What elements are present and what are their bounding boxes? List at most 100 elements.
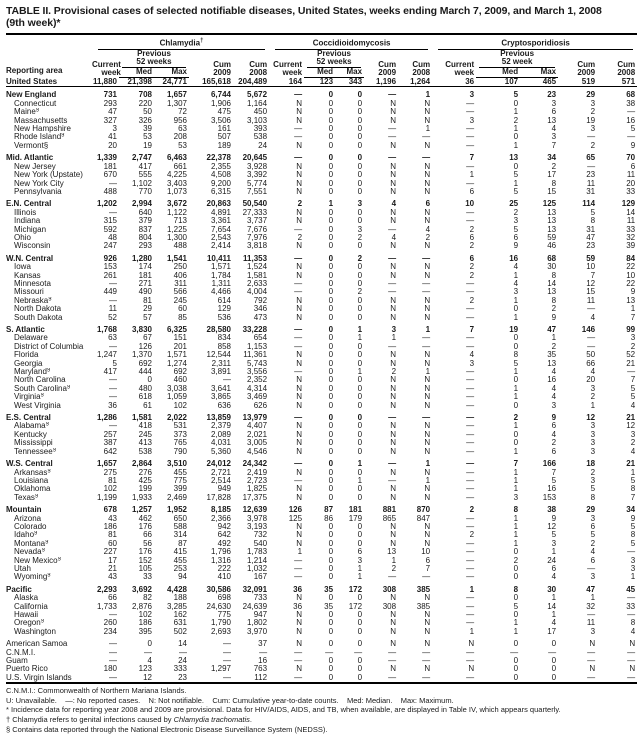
cell-value: 731 <box>103 90 117 100</box>
cell-value: 0 <box>357 241 363 251</box>
cell-value: 2,864 <box>131 459 152 469</box>
cell-value: 23 <box>178 672 187 682</box>
cell-value: 24 <box>178 656 187 666</box>
cell-value: 13 <box>547 287 557 297</box>
cell-value: 1,733 <box>96 601 117 611</box>
cell-value: 1,768 <box>96 325 117 334</box>
cell-value: N <box>296 446 303 456</box>
cell-value: N <box>424 438 431 448</box>
cell-value: N <box>390 593 397 603</box>
cell-value: — <box>466 672 475 682</box>
cell-value: 36 <box>432 77 477 88</box>
cell-value: N <box>390 375 397 385</box>
cell-value: 1,370 <box>131 350 152 360</box>
col-header-med: Med <box>119 67 154 79</box>
cell-value: N <box>296 626 303 636</box>
table-row: New York City — 1,102 3,403 9,200 5,774 N 0 0 N N —… <box>6 178 637 188</box>
cell-value: 315 <box>103 216 117 226</box>
cell-value: 0 <box>513 639 519 649</box>
cell-value: 21 <box>626 358 636 368</box>
col-header-cum-2008: Cum 2008 <box>412 59 431 78</box>
cell-value: — <box>466 383 475 393</box>
cell-value: 7,551 <box>247 186 268 196</box>
cell-value: 114 <box>582 199 596 209</box>
table-row: U.S. Virgin Islands — 12 23 — 112 — 0 0 — — — 0 0 — — <box>6 672 637 683</box>
cell-value: 8 <box>590 216 596 226</box>
cell-value: 5 <box>590 484 596 494</box>
cell-value: 22,378 <box>206 153 231 163</box>
row-label: Tennessee§ <box>14 447 57 456</box>
cell-value: 20 <box>586 375 596 385</box>
cell-value: 4,428 <box>166 584 187 594</box>
cell-value: — <box>223 375 231 385</box>
cell-value: 0 <box>328 610 334 619</box>
cell-value: — <box>388 253 397 263</box>
table-row: Mountain 678 1,257 1,952 8,185 12,639 126 87 181… <box>6 502 637 514</box>
cell-value: — <box>354 647 363 657</box>
cell-value: 393 <box>253 124 268 134</box>
cell-value: 1,802 <box>247 618 268 628</box>
cell-value: 804 <box>138 232 152 242</box>
cell-value: 0 <box>328 413 334 423</box>
cell-value: 1,339 <box>96 153 117 163</box>
cell-value: 16 <box>547 484 557 494</box>
cell-value: 1 <box>469 626 475 636</box>
cell-value: N <box>424 484 431 494</box>
cell-value: 538 <box>253 132 268 142</box>
cell-value: N <box>589 639 596 649</box>
cell-value: 0 <box>357 446 363 456</box>
cell-value: 3 <box>357 199 363 209</box>
row-label: Louisiana <box>14 476 49 485</box>
cell-value: 8 <box>630 484 636 494</box>
cell-value: 0 <box>328 358 334 368</box>
cell-value: 4 <box>551 367 557 377</box>
cell-value: 3 <box>469 115 475 125</box>
cell-value: 3 <box>590 475 596 485</box>
cell-value: 0 <box>328 262 334 272</box>
cell-value: — <box>627 610 636 619</box>
table-row: Texas§ 1,199 1,933 2,469 17,828 17,375 N 0 0 N N — 3… <box>6 492 637 502</box>
cell-value: 4,225 <box>166 170 187 180</box>
cell-value: 3,403 <box>166 178 187 188</box>
cell-value: 5,774 <box>247 178 268 188</box>
table-row: Puerto Rico 180 123 333 1,297 763 N 0 0 N N N 0 0 N N <box>6 665 637 674</box>
cell-value: 12,639 <box>242 505 268 515</box>
cell-value: 1,784 <box>210 270 231 280</box>
row-label: Ohio <box>14 233 31 242</box>
table-row: Louisiana 81 425 775 2,514 2,723 — 0 1 — 1 — 1 5 3 5 <box>6 475 637 485</box>
cell-value: — <box>422 287 431 297</box>
cell-value: N <box>424 492 431 502</box>
cell-value: 1 <box>357 563 363 573</box>
cell-value: 858 <box>217 341 231 351</box>
row-label: Alabama§ <box>14 422 49 431</box>
cell-value: 19 <box>143 140 152 150</box>
cell-value: 0 <box>328 161 334 171</box>
cell-value: 415 <box>173 547 187 557</box>
row-label: South Dakota <box>14 313 63 322</box>
cell-value: — <box>388 224 397 234</box>
cell-value: 6 <box>357 547 363 557</box>
table-row: Guam — 4 24 — 16 — 0 0 — — — 0 0 — — <box>6 656 637 666</box>
cell-value: 2 <box>357 232 363 242</box>
cell-value: N <box>424 295 431 305</box>
cell-value: — <box>223 639 231 649</box>
cell-value: 3 <box>551 400 557 410</box>
row-label: Nebraska§ <box>14 296 52 305</box>
cell-value: N <box>424 350 431 360</box>
cell-value: 1 <box>297 547 303 557</box>
cell-value: 462 <box>138 513 152 523</box>
cell-value: 732 <box>253 530 268 540</box>
cell-value: 29 <box>586 505 596 515</box>
cell-value: 50,540 <box>242 199 268 209</box>
cell-value: 311 <box>174 278 187 288</box>
cell-value: 0 <box>357 90 363 100</box>
row-label: Connecticut <box>14 99 57 108</box>
row-label: West Virginia <box>14 401 61 410</box>
cell-value: 519 <box>558 77 598 88</box>
cell-value: 181 <box>138 270 152 280</box>
col-header-cum-2009: Cum 2009 <box>378 59 397 78</box>
cell-value: 11,353 <box>243 253 268 263</box>
cell-value: 7 <box>425 563 431 573</box>
cell-value: 531 <box>173 421 187 431</box>
cell-value: — <box>466 207 475 217</box>
